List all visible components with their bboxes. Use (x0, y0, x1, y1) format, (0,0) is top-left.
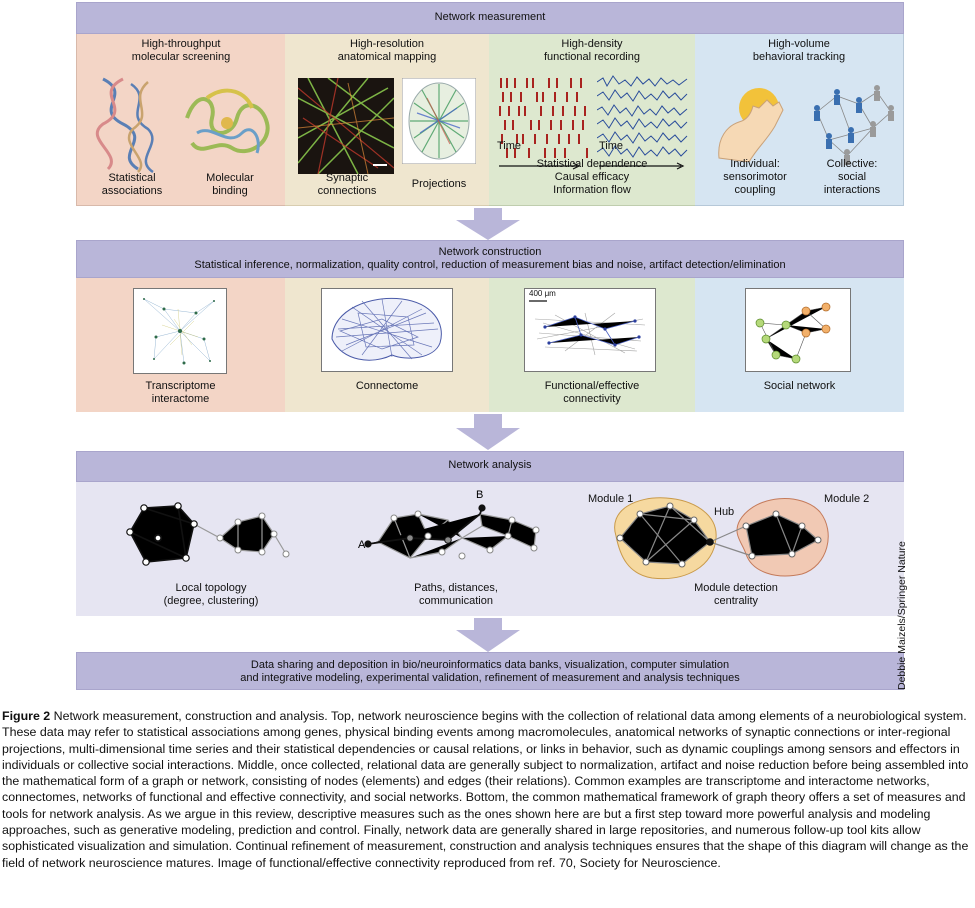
dna-helix-icon (95, 77, 154, 174)
collective-interactions-label: Collective: social interactions (823, 158, 881, 196)
functional-connectivity-image: 400 μm (524, 288, 656, 372)
construction-subtitle: Statistical inference, normalization, qu… (194, 259, 786, 271)
scale-bar-label: 400 μm (529, 289, 556, 298)
local-topology-label: Local topology (degree, clustering) (163, 582, 259, 607)
statistical-dependence-label: Statistical dependence Causal efficacy I… (536, 158, 648, 196)
module-detection-label: Module detection centrality (694, 582, 778, 607)
social-network-image (745, 288, 851, 372)
projections-label: Projections (411, 178, 467, 190)
statistical-associations-label: Statistical associations (101, 172, 163, 197)
caption-figure-label: Figure 2 (2, 709, 51, 723)
molecular-screening-panel: High-throughput molecular screening Stat… (76, 34, 285, 206)
individual-coupling-label: Individual: sensorimotor coupling (723, 158, 787, 196)
synaptic-micrograph-image (298, 78, 394, 174)
sharing-bar: Data sharing and deposition in bio/neuro… (76, 652, 904, 690)
connectome-panel: Connectome (285, 278, 489, 412)
paths-graph: A B (358, 489, 540, 560)
construction-title: Network construction (438, 246, 542, 258)
node-a-label: A (358, 539, 366, 551)
transcriptome-network-image (133, 288, 227, 374)
paths-label: Paths, distances, communication (414, 582, 498, 607)
node-b-label: B (476, 489, 483, 501)
behavioral-tracking-title: High-volume behavioral tracking (752, 38, 846, 63)
figure-caption: Figure 2 Network measurement, constructi… (2, 708, 972, 871)
module-detection-graph (614, 497, 829, 580)
hand-ball-icon (718, 88, 784, 162)
construction-header-bar: Network construction Statistical inferen… (76, 240, 904, 278)
functional-recording-panel: High-density functional recording Time T… (489, 34, 695, 206)
time-axis-label-series: Time (599, 140, 624, 152)
flow-arrow-3 (456, 618, 520, 652)
local-topology-graph (126, 502, 290, 566)
analysis-header-bar: Network analysis (76, 451, 904, 482)
protein-structure-icon (185, 88, 270, 154)
transcriptome-panel: Transcriptome interactome (76, 278, 285, 412)
caption-text: Network measurement, construction and an… (2, 709, 969, 870)
brain-projections-image (402, 78, 476, 164)
functional-connectivity-label: Functional/effective connectivity (544, 380, 640, 405)
time-axis-label-raster: Time (497, 140, 522, 152)
module2-label: Module 2 (824, 493, 870, 505)
molecular-screening-title: High-throughput molecular screening (131, 38, 231, 63)
analysis-title: Network analysis (448, 459, 532, 471)
analysis-panel: Local topology (degree, clustering) A B … (76, 482, 904, 616)
functional-connectivity-panel: 400 μm Functional/effective connectivity (489, 278, 695, 412)
hub-label: Hub (714, 506, 735, 518)
connectome-label: Connectome (355, 380, 419, 392)
flow-arrow-1 (456, 208, 520, 240)
functional-recording-title: High-density functional recording (543, 38, 640, 63)
connectome-image (321, 288, 453, 372)
image-credit: Debbie Maizels/Springer Nature (896, 541, 908, 690)
spike-raster-image (499, 78, 588, 170)
time-series-image (597, 75, 688, 170)
anatomical-mapping-title: High-resolution anatomical mapping (337, 38, 437, 63)
module1-label: Module 1 (588, 493, 634, 505)
transcriptome-label: Transcriptome interactome (145, 380, 216, 405)
sharing-text: Data sharing and deposition in bio/neuro… (240, 659, 740, 684)
social-crowd-icon (814, 85, 894, 165)
anatomical-mapping-panel: High-resolution anatomical mapping Synap… (285, 34, 489, 206)
synaptic-connections-label: Synaptic connections (317, 172, 377, 197)
social-network-label: Social network (763, 380, 836, 392)
measurement-title: Network measurement (434, 11, 546, 23)
behavioral-tracking-panel: High-volume behavioral tracking Individu… (695, 34, 904, 206)
social-network-panel: Social network (695, 278, 904, 412)
measurement-header-bar: Network measurement (76, 2, 904, 34)
flow-arrow-2 (456, 414, 520, 450)
molecular-binding-label: Molecular binding (206, 172, 254, 197)
